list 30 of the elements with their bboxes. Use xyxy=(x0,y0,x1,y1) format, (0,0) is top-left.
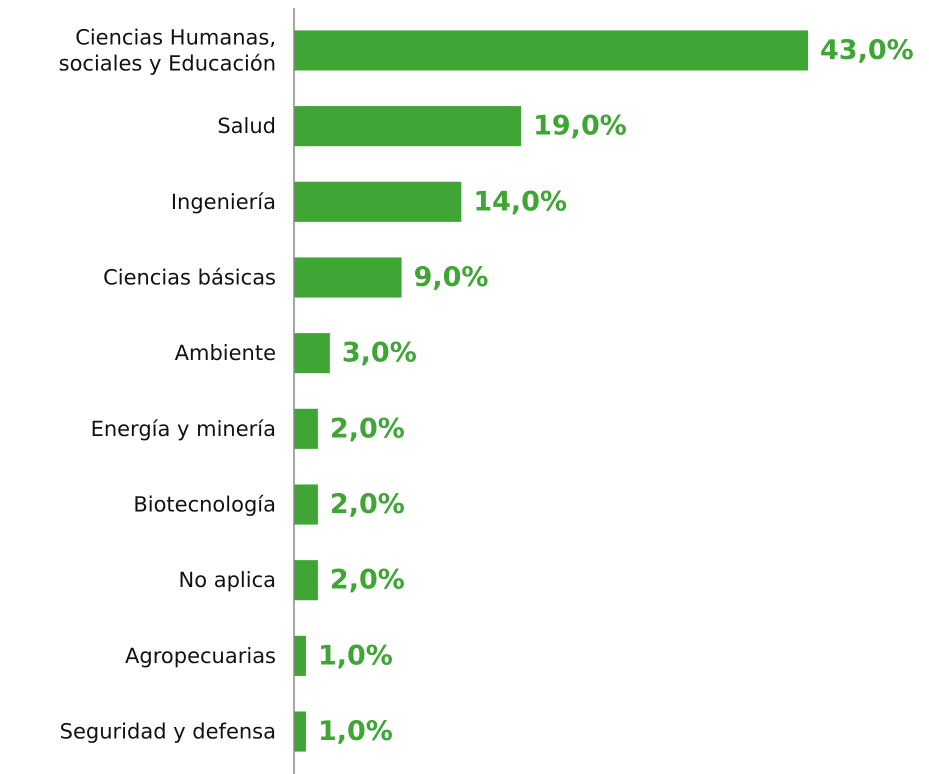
bar xyxy=(294,182,462,222)
data-label: 14,0% xyxy=(473,186,568,218)
y-tick-label: Ciencias Humanas, sociales y Educación xyxy=(58,25,276,76)
y-tick-label: Ingeniería xyxy=(170,190,276,214)
data-label: 2,0% xyxy=(330,489,405,520)
bar xyxy=(294,106,522,146)
y-tick-label: Ambiente xyxy=(174,341,276,366)
bar xyxy=(294,636,306,676)
y-tick-label: Seguridad y defensa xyxy=(60,720,276,744)
bar xyxy=(294,408,318,449)
y-tick-label: Ciencias básicas xyxy=(103,265,276,290)
data-label: 43,0% xyxy=(820,34,914,66)
data-label: 19,0% xyxy=(533,110,627,142)
bar xyxy=(294,560,318,600)
y-tick-label: No aplica xyxy=(178,568,276,592)
data-label: 2,0% xyxy=(330,413,405,444)
data-label: 3,0% xyxy=(342,338,417,369)
data-label: 2,0% xyxy=(330,564,405,596)
bar xyxy=(294,711,306,752)
bar xyxy=(294,257,402,298)
data-label: 1,0% xyxy=(318,640,393,672)
bar xyxy=(294,30,808,71)
y-tick-label: Salud xyxy=(217,114,276,138)
bar xyxy=(294,484,318,525)
y-tick-label: Agropecuarias xyxy=(125,644,276,668)
data-label: 1,0% xyxy=(318,716,393,748)
data-label: 9,0% xyxy=(414,262,488,293)
bar xyxy=(294,333,330,374)
y-tick-label: Energía y minería xyxy=(90,416,276,441)
y-tick-label: Biotecnología xyxy=(133,492,276,517)
